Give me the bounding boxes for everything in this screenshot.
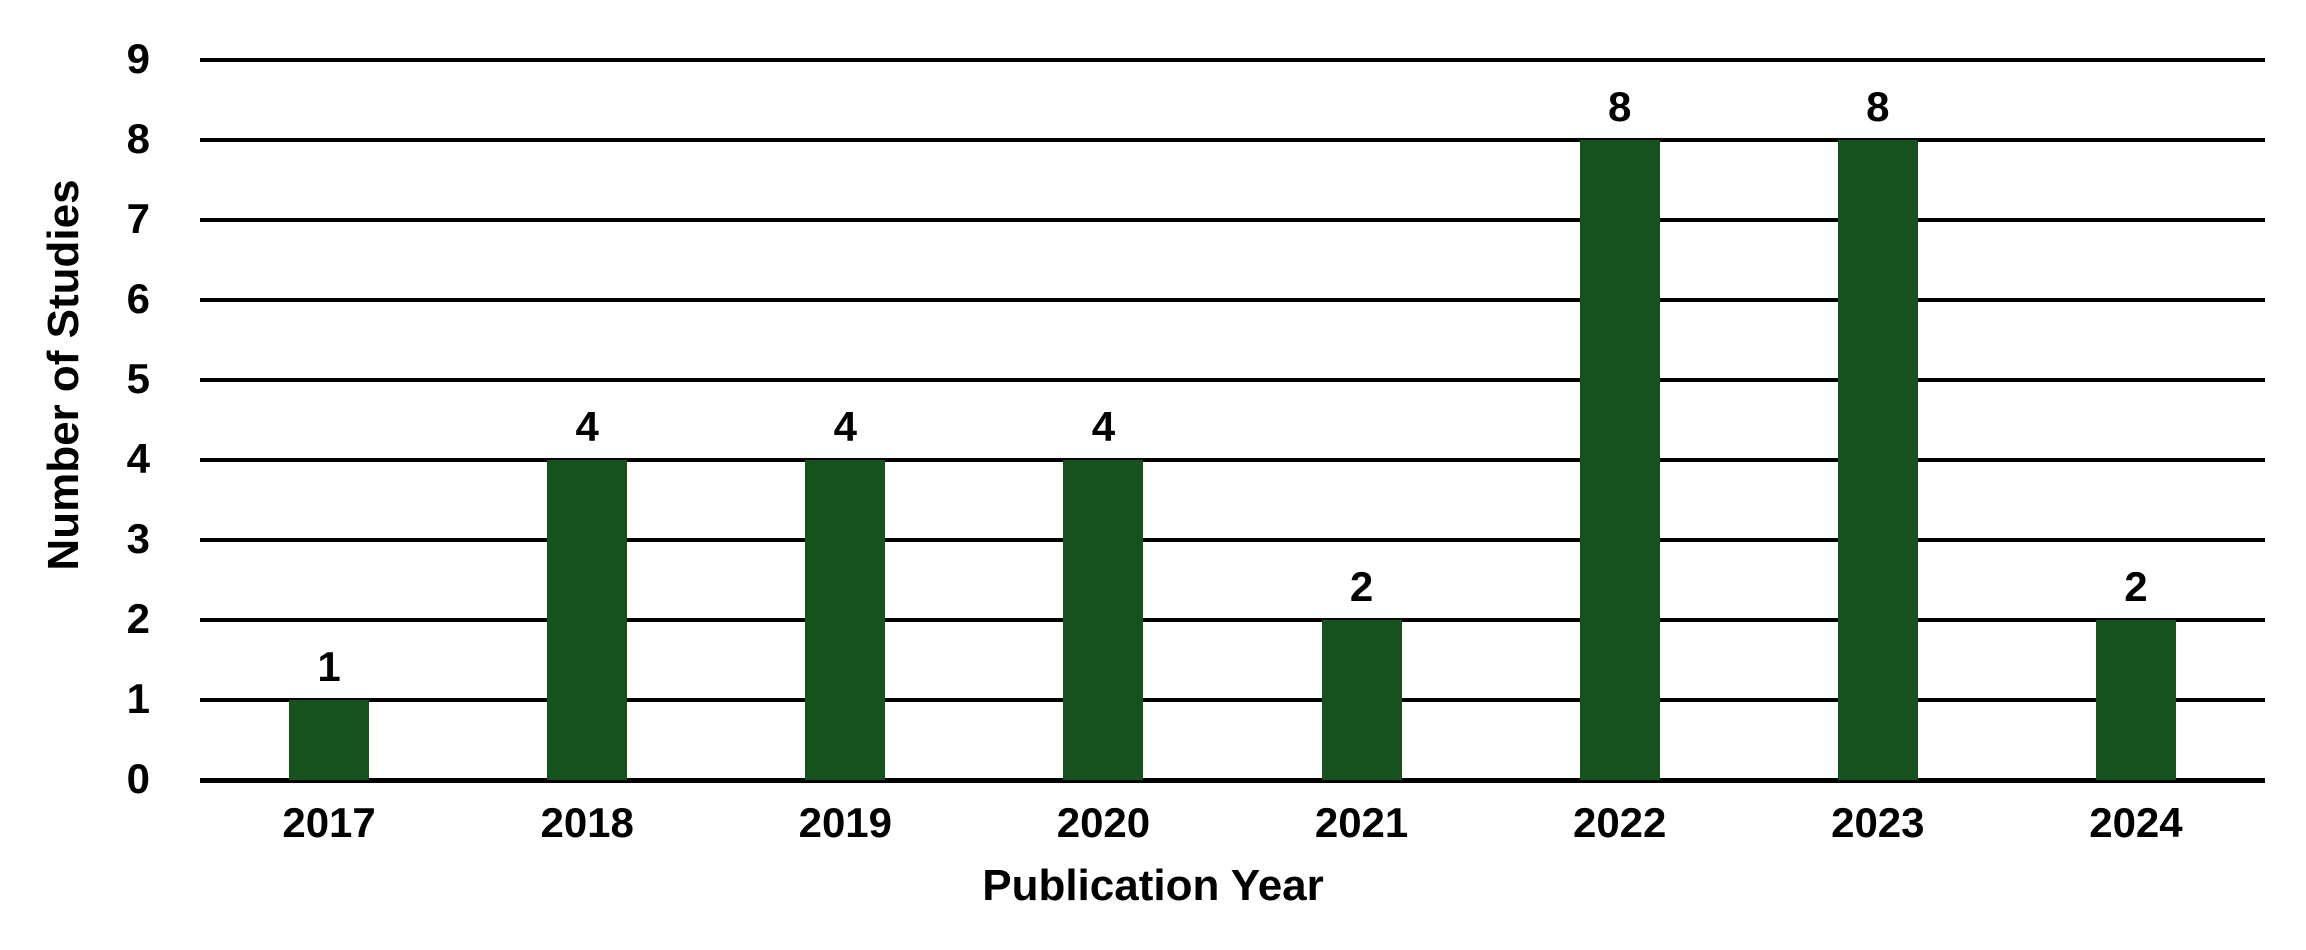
y-tick-label: 5: [126, 355, 150, 403]
y-tick-label: 3: [126, 515, 150, 563]
bar-2018: [547, 460, 628, 780]
x-tick-labels: 2017 2018 2019 2020 2021 2022 2023 2024: [200, 802, 2265, 852]
x-axis-line: [200, 777, 2265, 783]
gridline: [200, 218, 2265, 222]
x-tick-label: 2022: [1572, 799, 1667, 846]
bar-value-label: 8: [1866, 83, 1890, 130]
bar-2019: [805, 460, 886, 780]
x-tick-label: 2017: [282, 799, 376, 846]
x-tick-label: 2024: [2089, 799, 2183, 846]
y-tick-label: 4: [126, 435, 150, 483]
x-tick-label: 2018: [540, 799, 634, 846]
bar-2022: [1579, 140, 1660, 780]
bar-value-label: 2: [2124, 563, 2148, 610]
bar-2020: [1063, 460, 1144, 780]
gridline: [200, 378, 2265, 382]
bar-value-label: 4: [1091, 403, 1116, 450]
x-tick-label: 2023: [1831, 799, 1925, 846]
plot-area: 1 4 4 4 2 8 8 2: [200, 58, 2265, 783]
y-tick-label: 8: [126, 115, 150, 163]
x-tick-label: 2021: [1314, 799, 1409, 846]
x-tick-label: 2020: [1056, 799, 1151, 846]
gridline: [200, 298, 2265, 302]
gridline: [200, 698, 2265, 702]
y-tick-labels: 0 1 2 3 4 5 6 7 8 9: [0, 38, 150, 800]
y-tick-label: 9: [126, 35, 150, 83]
bar-2017: [289, 700, 370, 780]
y-tick-label: 1: [126, 675, 150, 723]
bar-value-label: 4: [833, 403, 857, 450]
bar-value-label: 4: [575, 403, 599, 450]
y-tick-label: 0: [126, 755, 150, 803]
x-axis-title: Publication Year: [982, 861, 1324, 910]
gridline: [200, 538, 2265, 542]
y-tick-label: 2: [126, 595, 150, 643]
bar-value-label: 2: [1349, 563, 1374, 610]
y-tick-label: 7: [126, 195, 150, 243]
bar-value-label: 1: [317, 643, 341, 690]
bar-value-label: 8: [1608, 83, 1632, 130]
bar-2023: [1837, 140, 1918, 780]
bar-2024: [2095, 620, 2176, 780]
y-tick-label: 6: [126, 275, 150, 323]
x-tick-label: 2019: [798, 799, 893, 846]
gridline: [200, 618, 2265, 622]
bar-2021: [1321, 620, 1402, 780]
gridline: [200, 138, 2265, 142]
gridline: [200, 58, 2265, 62]
gridline: [200, 458, 2265, 462]
